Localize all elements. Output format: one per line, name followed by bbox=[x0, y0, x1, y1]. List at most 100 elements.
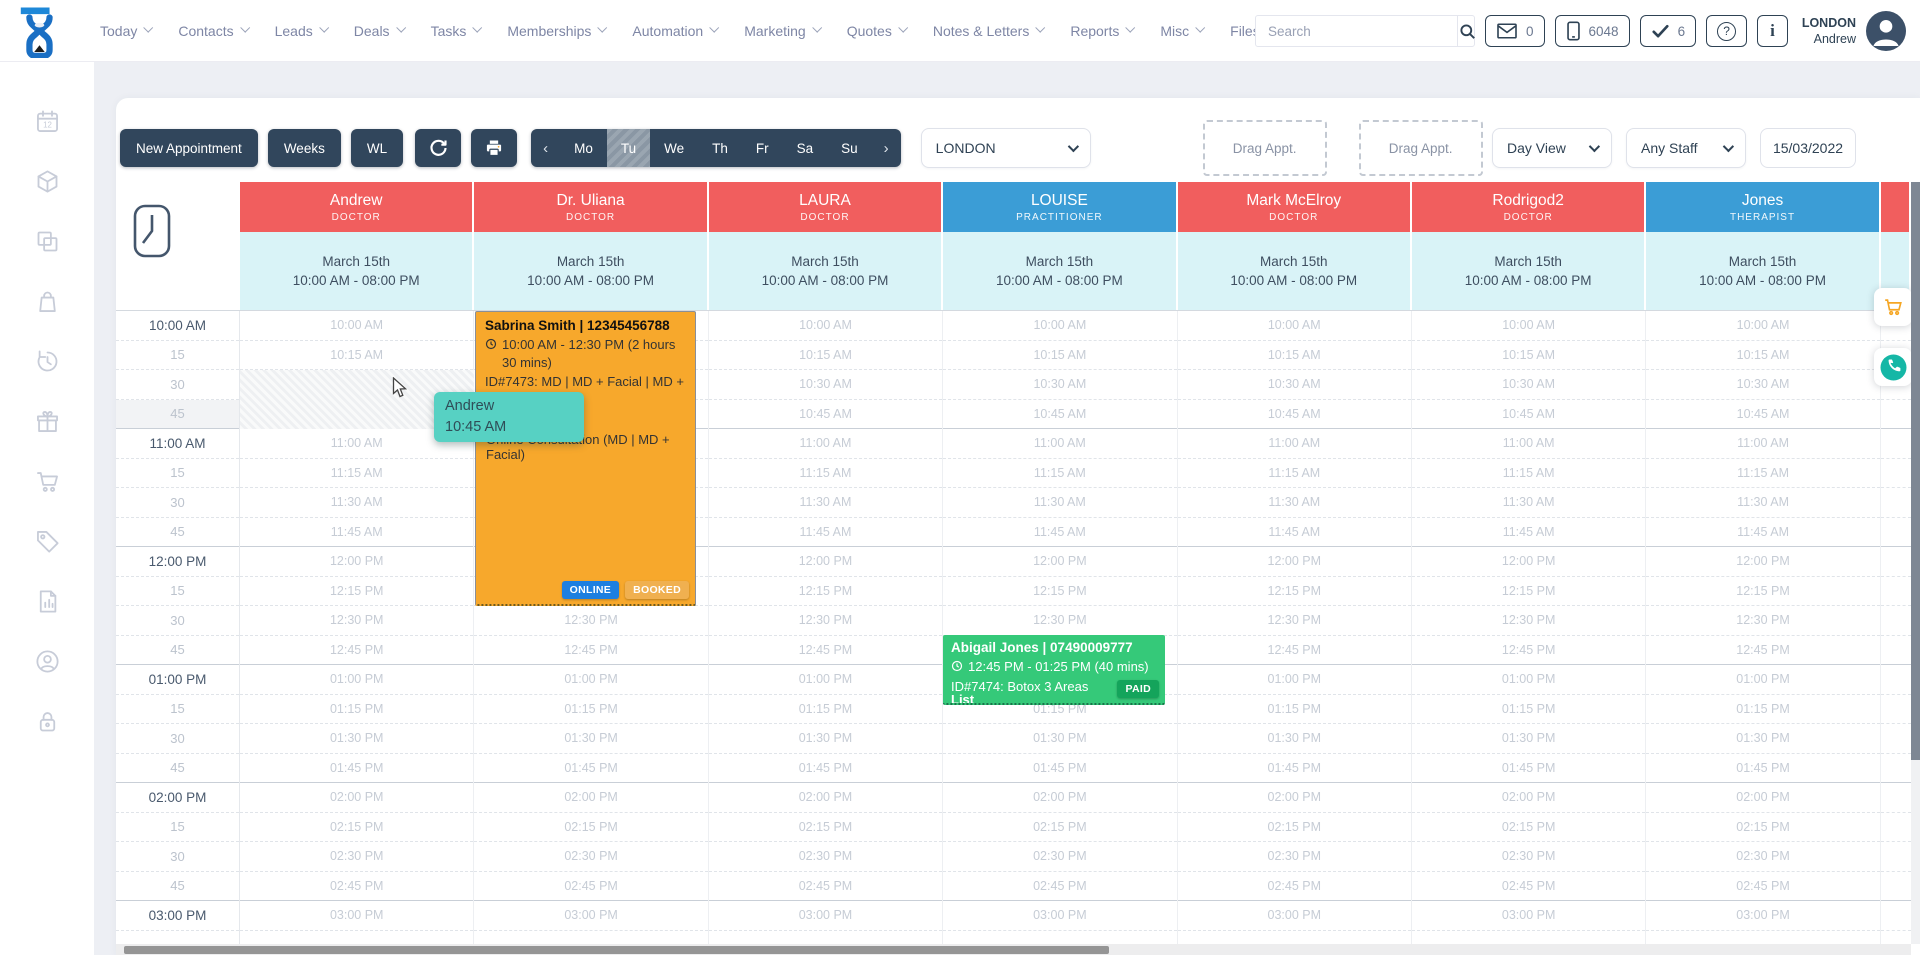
time-slot[interactable]: 12:00 PM bbox=[1177, 547, 1411, 577]
weekday-sa[interactable]: Sa bbox=[796, 140, 814, 156]
time-slot[interactable] bbox=[1880, 370, 1911, 400]
next-day-arrow[interactable]: › bbox=[883, 139, 889, 157]
shopping-bag-icon[interactable] bbox=[34, 288, 61, 315]
time-slot[interactable] bbox=[1880, 577, 1911, 606]
time-slot[interactable]: 03:00 PM bbox=[708, 901, 943, 931]
history-icon[interactable] bbox=[34, 348, 61, 375]
time-slot[interactable]: 02:30 PM bbox=[474, 842, 708, 872]
time-slot[interactable]: 01:00 PM bbox=[474, 665, 708, 695]
staff-column-header-mark-mcelroy[interactable]: Mark McElroy DOCTOR March 15th 10:00 AM - 0… bbox=[1177, 182, 1412, 310]
nav-item-deals[interactable]: Deals bbox=[354, 23, 406, 39]
staff-day-column-laura[interactable]: 10:00 AM 10:15 AM 10:30 AM 10:45 AM 11:00 AM… bbox=[708, 311, 944, 955]
time-slot[interactable]: 02:30 PM bbox=[1411, 842, 1646, 872]
time-slot[interactable]: 02:45 PM bbox=[1177, 872, 1411, 901]
time-slot[interactable]: 01:15 PM bbox=[1411, 695, 1646, 724]
time-slot[interactable] bbox=[1880, 901, 1911, 931]
time-slot[interactable]: 10:45 AM bbox=[1411, 400, 1646, 429]
time-slot[interactable]: 11:00 AM bbox=[1411, 429, 1646, 459]
call-button[interactable] bbox=[1874, 348, 1912, 386]
time-slot[interactable]: 11:00 AM bbox=[240, 429, 474, 459]
time-slot[interactable]: 10:30 AM bbox=[1177, 370, 1411, 400]
info-indicator[interactable]: i bbox=[1757, 15, 1788, 47]
time-slot[interactable] bbox=[1880, 311, 1911, 341]
time-slot[interactable]: 12:00 PM bbox=[240, 547, 474, 577]
staff-day-column-mark-mcelroy[interactable]: 10:00 AM 10:15 AM 10:30 AM 10:45 AM 11:00 AM… bbox=[1177, 311, 1412, 955]
time-slot[interactable]: 12:30 PM bbox=[943, 606, 1177, 636]
time-slot[interactable]: 02:45 PM bbox=[708, 872, 943, 901]
time-slot[interactable]: 02:00 PM bbox=[474, 783, 708, 813]
time-slot[interactable] bbox=[1880, 488, 1911, 518]
time-slot[interactable] bbox=[1880, 606, 1911, 636]
time-slot[interactable]: 12:45 PM bbox=[240, 636, 474, 665]
time-slot[interactable]: 11:30 AM bbox=[240, 488, 474, 518]
time-slot[interactable]: 12:30 PM bbox=[240, 606, 474, 636]
appointment-block-abigail-jones[interactable]: Abigail Jones | 07490009777 12:45 PM - 0… bbox=[943, 635, 1165, 705]
time-slot[interactable]: 10:15 AM bbox=[1411, 341, 1646, 370]
time-slot[interactable]: 01:45 PM bbox=[1646, 754, 1880, 783]
staff-column-header-jones[interactable]: Jones THERAPIST March 15th 10:00 AM - 08:00… bbox=[1646, 182, 1881, 310]
time-slot[interactable]: 03:00 PM bbox=[240, 901, 474, 931]
waiting-list-button[interactable]: WL bbox=[350, 129, 404, 167]
time-slot[interactable]: 11:15 AM bbox=[240, 459, 474, 488]
staff-column-header-louise[interactable]: LOUISE PRACTITIONER March 15th 10:00 AM - 0… bbox=[943, 182, 1178, 310]
search-input[interactable] bbox=[1256, 23, 1458, 39]
time-slot[interactable]: 01:15 PM bbox=[1646, 695, 1880, 724]
time-slot[interactable]: 11:45 AM bbox=[943, 518, 1177, 547]
weekday-su[interactable]: Su bbox=[841, 140, 858, 156]
time-slot[interactable]: 11:15 AM bbox=[1177, 459, 1411, 488]
time-slot[interactable]: 03:00 PM bbox=[474, 901, 708, 931]
time-slot[interactable]: 01:45 PM bbox=[474, 754, 708, 783]
account-icon[interactable] bbox=[34, 648, 61, 675]
time-slot[interactable]: 02:00 PM bbox=[1411, 783, 1646, 813]
rooms-copy-icon[interactable] bbox=[34, 228, 61, 255]
time-slot[interactable]: 11:45 AM bbox=[1177, 518, 1411, 547]
help-indicator[interactable]: ? bbox=[1706, 15, 1748, 47]
staff-select[interactable]: Any Staff bbox=[1626, 128, 1746, 168]
time-slot[interactable] bbox=[1880, 636, 1911, 665]
weekday-mo[interactable]: Mo bbox=[574, 140, 593, 156]
weekday-we[interactable]: We bbox=[664, 140, 685, 156]
time-slot[interactable]: 01:00 PM bbox=[240, 665, 474, 695]
pos-cart-button[interactable] bbox=[1874, 288, 1912, 326]
time-slot[interactable]: 01:15 PM bbox=[943, 695, 1177, 724]
time-slot[interactable]: 01:00 PM bbox=[1177, 665, 1411, 695]
staff-column-header-laura[interactable]: LAURA DOCTOR March 15th 10:00 AM - 08:00 PM bbox=[708, 182, 944, 310]
weekday-fr[interactable]: Fr bbox=[755, 140, 769, 156]
staff-column-header-andrew[interactable]: Andrew DOCTOR March 15th 10:00 AM - 08:00 P… bbox=[240, 182, 475, 310]
vertical-scrollbar[interactable] bbox=[1911, 182, 1920, 944]
time-slot[interactable]: 02:15 PM bbox=[1411, 813, 1646, 842]
time-slot[interactable]: 11:30 AM bbox=[708, 488, 943, 518]
time-slot[interactable]: 11:15 AM bbox=[943, 459, 1177, 488]
time-slot[interactable]: 02:30 PM bbox=[1177, 842, 1411, 872]
nav-item-leads[interactable]: Leads bbox=[275, 23, 329, 39]
time-slot[interactable]: 10:15 AM bbox=[1646, 341, 1880, 370]
nav-item-today[interactable]: Today bbox=[100, 23, 154, 39]
time-slot[interactable]: 10:15 AM bbox=[240, 341, 474, 370]
printer-icon[interactable] bbox=[471, 129, 518, 167]
time-slot[interactable]: 01:15 PM bbox=[240, 695, 474, 724]
time-slot[interactable]: 11:30 AM bbox=[1177, 488, 1411, 518]
time-slot[interactable]: 01:30 PM bbox=[1177, 724, 1411, 754]
time-slot[interactable]: 11:30 AM bbox=[943, 488, 1177, 518]
time-slot[interactable] bbox=[1880, 429, 1911, 459]
nav-item-notes-letters[interactable]: Notes & Letters bbox=[933, 23, 1046, 39]
time-slot[interactable]: 11:45 AM bbox=[708, 518, 943, 547]
vertical-scrollbar-thumb[interactable] bbox=[1911, 182, 1920, 760]
weekday-th[interactable]: Th bbox=[712, 140, 728, 156]
time-slot[interactable]: 02:30 PM bbox=[943, 842, 1177, 872]
time-slot[interactable] bbox=[1880, 459, 1911, 488]
time-slot[interactable]: 12:00 PM bbox=[943, 547, 1177, 577]
time-slot[interactable]: 02:15 PM bbox=[1177, 813, 1411, 842]
time-slot[interactable]: 01:15 PM bbox=[1177, 695, 1411, 724]
time-slot[interactable]: 02:00 PM bbox=[240, 783, 474, 813]
time-slot[interactable]: 12:45 PM bbox=[708, 636, 943, 665]
time-slot[interactable]: 10:45 AM bbox=[1646, 400, 1880, 429]
time-slot[interactable]: 02:00 PM bbox=[1646, 783, 1880, 813]
time-slot[interactable]: 11:00 AM bbox=[1177, 429, 1411, 459]
time-slot[interactable]: 10:30 AM bbox=[240, 370, 474, 400]
refresh-icon[interactable] bbox=[415, 129, 462, 167]
staff-column-header-rodrigod2[interactable]: Rodrigod2 DOCTOR March 15th 10:00 AM - 08:0… bbox=[1411, 182, 1647, 310]
time-slot[interactable]: 01:45 PM bbox=[708, 754, 943, 783]
time-slot[interactable]: 02:00 PM bbox=[1177, 783, 1411, 813]
time-slot[interactable] bbox=[1880, 724, 1911, 754]
